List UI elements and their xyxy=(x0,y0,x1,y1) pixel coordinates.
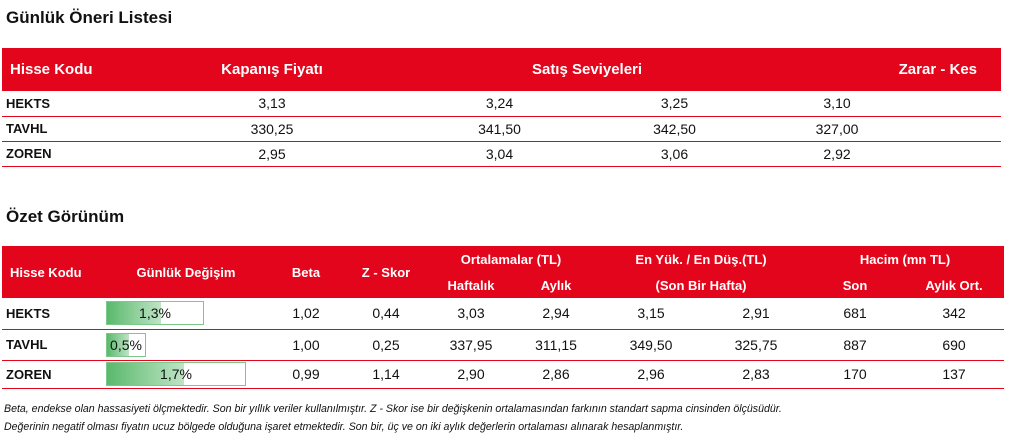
volume-last: 681 xyxy=(806,298,905,330)
table-row: HEKTS 3,13 3,24 3,25 3,10 xyxy=(2,91,1002,117)
sell-level-1: 341,50 xyxy=(412,116,587,142)
header-monthly: Aylık xyxy=(516,272,597,298)
daily-change-value: 0,5% xyxy=(110,336,142,353)
zscore-value: 1,14 xyxy=(346,360,426,389)
stock-code: HEKTS xyxy=(2,298,106,330)
header-close-price: Kapanış Fiyatı xyxy=(132,48,412,91)
week-high: 3,15 xyxy=(596,298,707,330)
daily-change-bar: 1,3% xyxy=(106,301,204,326)
table-row: TAVHL 0,5% 1,00 0,25 337,95 311,15 349,5… xyxy=(2,329,1005,361)
stop-loss: 327,00 xyxy=(762,116,913,142)
close-price: 330,25 xyxy=(132,116,412,142)
weekly-avg: 337,95 xyxy=(426,329,516,361)
header-last-week: (Son Bir Hafta) xyxy=(596,272,807,298)
daily-recommendation-title: Günlük Öneri Listesi xyxy=(6,8,173,27)
table-row: HEKTS 1,3% 1,02 0,44 3,03 2,94 3,15 2,91… xyxy=(2,298,1005,330)
sell-level-2: 3,25 xyxy=(587,91,763,117)
beta-value: 0,99 xyxy=(266,360,346,389)
monthly-avg: 2,86 xyxy=(516,360,597,389)
header-stop-loss: Zarar - Kes xyxy=(762,48,1002,91)
monthly-avg: 2,94 xyxy=(516,298,597,330)
sell-level-1: 3,04 xyxy=(412,141,587,167)
weekly-avg: 2,90 xyxy=(426,360,516,389)
stop-loss: 3,10 xyxy=(762,91,913,117)
stock-code: TAVHL xyxy=(2,116,132,142)
daily-change-value: 1,3% xyxy=(139,305,171,322)
daily-change-value: 1,7% xyxy=(160,366,192,382)
week-low: 325,75 xyxy=(706,329,807,361)
stock-code: ZOREN xyxy=(2,360,106,389)
summary-view-title: Özet Görünüm xyxy=(6,207,125,226)
header-stock-code: Hisse Kodu xyxy=(2,246,106,298)
week-high: 2,96 xyxy=(596,360,707,389)
summary-view-table: Hisse Kodu Günlük Değişim Beta Z - Skor … xyxy=(2,246,1005,389)
stock-code: ZOREN xyxy=(2,141,132,167)
stop-loss: 2,92 xyxy=(762,141,913,167)
daily-change-bar-fill xyxy=(107,363,184,385)
sell-level-2: 3,06 xyxy=(587,141,763,167)
weekly-avg: 3,03 xyxy=(426,298,516,330)
close-price: 3,13 xyxy=(132,91,412,117)
volume-monthly-avg: 690 xyxy=(904,329,1005,361)
volume-monthly-avg: 137 xyxy=(904,360,1005,389)
header-averages: Ortalamalar (TL) xyxy=(426,246,597,272)
daily-change-bar: 0,5% xyxy=(106,332,146,357)
header-sell-levels: Satış Seviyeleri xyxy=(412,48,763,91)
sell-level-1: 3,24 xyxy=(412,91,587,117)
zscore-value: 0,44 xyxy=(346,298,426,330)
monthly-avg: 311,15 xyxy=(516,329,597,361)
header-high-low: En Yük. / En Düş.(TL) xyxy=(596,246,807,272)
sell-level-2: 342,50 xyxy=(587,116,763,142)
header-beta: Beta xyxy=(266,246,346,298)
beta-value: 1,00 xyxy=(266,329,346,361)
daily-change-bar-fill xyxy=(107,333,129,356)
header-zscore: Z - Skor xyxy=(346,246,426,298)
volume-last: 170 xyxy=(806,360,905,389)
week-high: 349,50 xyxy=(596,329,707,361)
table-row: ZOREN 2,95 3,04 3,06 2,92 xyxy=(2,141,1002,167)
footnote-line-1: Beta, endekse olan hassasiyeti ölçmekted… xyxy=(4,403,782,415)
header-volume-monthly-avg: Aylık Ort. xyxy=(904,272,1005,298)
table-row: TAVHL 330,25 341,50 342,50 327,00 xyxy=(2,116,1002,142)
beta-value: 1,02 xyxy=(266,298,346,330)
header-weekly: Haftalık xyxy=(426,272,516,298)
daily-recommendation-table: Hisse Kodu Kapanış Fiyatı Satış Seviyele… xyxy=(2,48,1002,167)
header-stock-code: Hisse Kodu xyxy=(2,48,132,91)
week-low: 2,91 xyxy=(706,298,807,330)
zscore-value: 0,25 xyxy=(346,329,426,361)
header-daily-change: Günlük Değişim xyxy=(106,246,266,298)
stock-code: HEKTS xyxy=(2,91,132,117)
volume-last: 887 xyxy=(806,329,905,361)
daily-change-bar-fill xyxy=(107,302,161,325)
header-volume-last: Son xyxy=(806,272,905,298)
footnote-line-2: Değerinin negatif olması fiyatın ucuz bö… xyxy=(4,421,684,433)
table-row: ZOREN 1,7% 0,99 1,14 2,90 2,86 2,96 2,83… xyxy=(2,360,1005,389)
close-price: 2,95 xyxy=(132,141,412,167)
daily-change-bar: 1,7% xyxy=(106,362,246,386)
header-volume: Hacim (mn TL) xyxy=(806,246,1005,272)
stock-code: TAVHL xyxy=(2,329,106,361)
volume-monthly-avg: 342 xyxy=(904,298,1005,330)
week-low: 2,83 xyxy=(706,360,807,389)
